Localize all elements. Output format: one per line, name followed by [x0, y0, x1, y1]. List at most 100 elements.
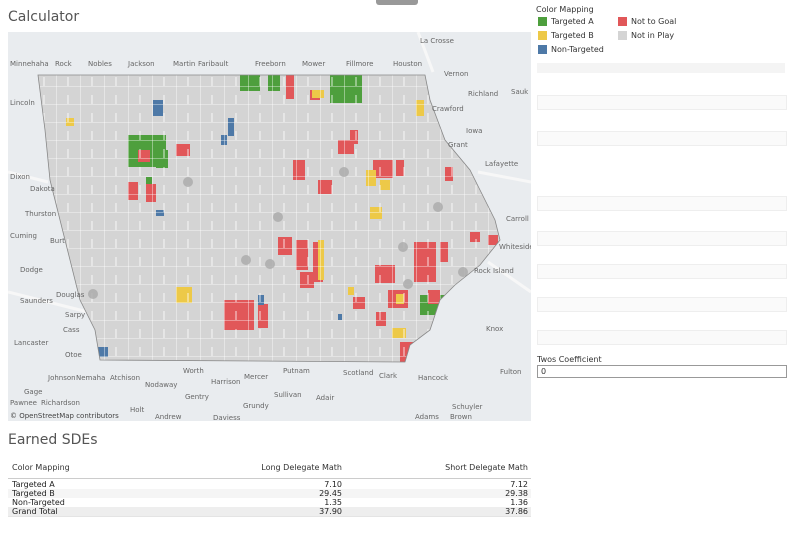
header-rule	[8, 478, 531, 479]
parameter-label: Twos Coefficient	[537, 355, 602, 364]
table-cell: 29.45	[319, 489, 342, 498]
map[interactable]: Minnehaha Rock Nobles Jackson Martin Faribaul…	[8, 32, 531, 421]
city-area	[339, 167, 349, 177]
city-area	[88, 289, 98, 299]
map-label: Clark	[379, 372, 398, 380]
map-label: La Crosse	[420, 37, 454, 45]
map-label: Rock	[55, 60, 73, 68]
map-label: Schuyler	[452, 403, 483, 411]
county-lines	[38, 75, 500, 362]
map-label: Freeborn	[255, 60, 286, 68]
table-row: Grand Total 37.90 37.86	[8, 507, 531, 517]
table-cell: 29.38	[505, 489, 528, 498]
map-label: Scotland	[343, 369, 373, 377]
table-cell: Targeted A	[12, 480, 55, 489]
city-area	[183, 177, 193, 187]
map-label: Minnehaha	[10, 60, 49, 68]
legend-label: Not to Goal	[631, 17, 677, 26]
legend-label: Targeted B	[551, 31, 594, 40]
map-label: Vernon	[444, 70, 468, 78]
map-label: Knox	[486, 325, 503, 333]
map-label: Houston	[393, 60, 422, 68]
map-label: Daviess	[213, 414, 241, 421]
map-label: Cass	[63, 326, 80, 334]
map-label: Grant	[448, 141, 468, 149]
table-cell: 37.86	[505, 507, 528, 516]
legend-title: Color Mapping	[536, 5, 594, 14]
table-cell: Grand Total	[12, 507, 58, 516]
map-label: Lafayette	[485, 160, 518, 168]
table-title: Earned SDEs	[8, 432, 98, 448]
map-label: Andrew	[155, 413, 182, 421]
table-cell: 1.36	[510, 498, 528, 507]
map-label: Sarpy	[65, 311, 85, 319]
map-label: Worth	[183, 367, 204, 375]
map-label: Carroll	[506, 215, 529, 223]
city-area	[458, 267, 468, 277]
map-label: Adair	[316, 394, 334, 402]
map-label: Lincoln	[10, 99, 35, 107]
map-label: Gage	[24, 388, 42, 396]
legend-label: Non-Targeted	[551, 45, 604, 54]
map-label: Crawford	[432, 105, 464, 113]
legend-swatch	[538, 17, 547, 26]
map-label: Dodge	[20, 266, 43, 274]
legend-swatch	[618, 31, 627, 40]
city-area	[398, 242, 408, 252]
map-label: Richardson	[41, 399, 80, 407]
map-label: Lancaster	[14, 339, 48, 347]
map-roads	[8, 32, 531, 314]
map-label: Nodaway	[145, 381, 177, 389]
table-cell: 37.90	[319, 507, 342, 516]
map-label: Holt	[130, 406, 144, 414]
map-attribution: © OpenStreetMap contributors	[10, 412, 119, 420]
map-label: Jackson	[127, 60, 155, 68]
legend-swatch	[538, 45, 547, 54]
map-label: Hancock	[418, 374, 449, 382]
map-label: Iowa	[466, 127, 482, 135]
parameter-input[interactable]: 0	[537, 365, 787, 378]
map-label: Douglas	[56, 291, 85, 299]
map-label: Grundy	[243, 402, 269, 410]
map-label: Thurston	[24, 210, 56, 218]
map-label: Saunders	[20, 297, 53, 305]
column-header: Short Delegate Math	[445, 463, 528, 472]
map-label: Cuming	[10, 232, 37, 240]
map-label: Johnson	[47, 374, 76, 382]
toolbar-tab[interactable]	[376, 0, 418, 5]
map-label: Dixon	[10, 173, 30, 181]
map-label: Brown	[450, 413, 472, 421]
map-label: Pawnee	[10, 399, 37, 407]
city-area	[433, 202, 443, 212]
map-label: Sauk	[511, 88, 529, 96]
column-header: Color Mapping	[12, 463, 70, 472]
dashboard-title: Calculator	[8, 9, 80, 25]
table-cell: 7.10	[324, 480, 342, 489]
legend-label: Targeted A	[551, 17, 594, 26]
table-cell: 1.35	[324, 498, 342, 507]
table-cell: Non-Targeted	[12, 498, 65, 507]
map-label: Rock Island	[474, 267, 514, 275]
legend-label: Not in Play	[631, 31, 675, 40]
city-area	[241, 255, 251, 265]
table-cell: 7.12	[510, 480, 528, 489]
map-label: Gentry	[185, 393, 209, 401]
map-label: Whiteside	[499, 243, 531, 251]
map-label: Fulton	[500, 368, 522, 376]
map-label: Putnam	[283, 367, 310, 375]
map-label: Sullivan	[274, 391, 302, 399]
city-area	[403, 279, 413, 289]
map-label: Burt	[50, 237, 65, 245]
map-label: Atchison	[110, 374, 140, 382]
legend-swatch	[538, 31, 547, 40]
map-label: Mercer	[244, 373, 268, 381]
city-area	[273, 212, 283, 222]
map-label: Otoe	[65, 351, 82, 359]
map-label: Nemaha	[76, 374, 105, 382]
map-label: Nobles	[88, 60, 112, 68]
column-header: Long Delegate Math	[261, 463, 342, 472]
city-area	[265, 259, 275, 269]
state-border	[37, 74, 501, 363]
map-label: Dakota	[30, 185, 55, 193]
